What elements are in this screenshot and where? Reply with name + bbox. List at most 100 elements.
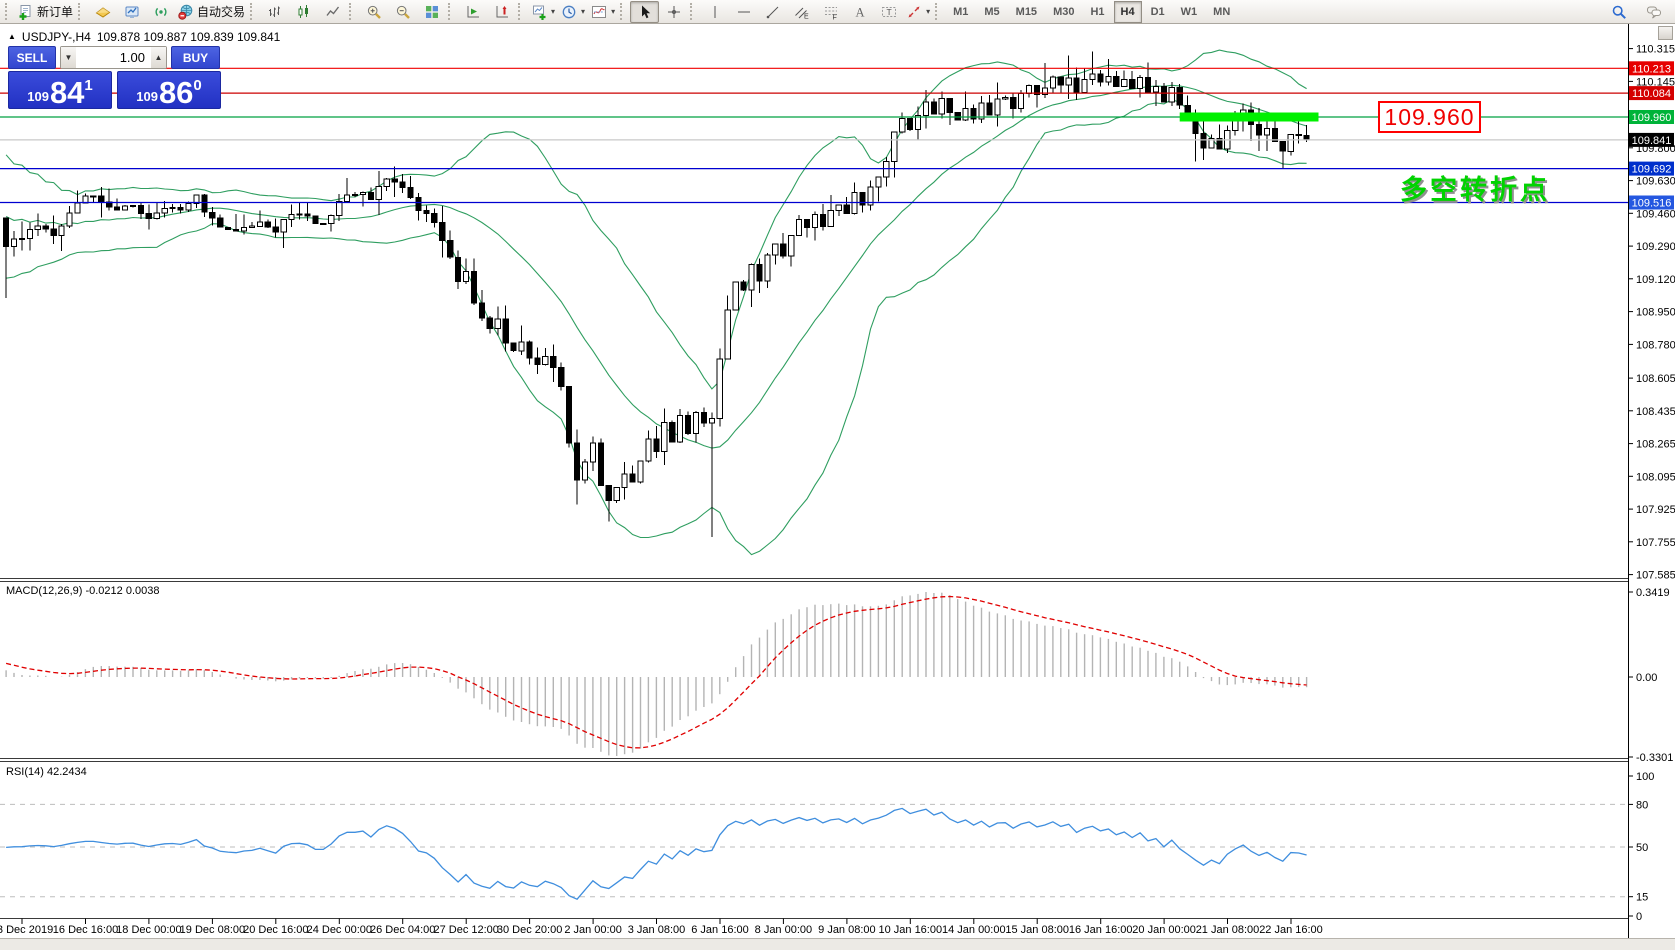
toolbar-search-button[interactable] bbox=[1604, 1, 1633, 23]
toolbar-bar-chart-button[interactable] bbox=[260, 1, 289, 23]
dropdown-arrow-icon[interactable]: ▾ bbox=[926, 7, 931, 16]
svg-text:0.3419: 0.3419 bbox=[1636, 587, 1670, 599]
svg-text:107.585: 107.585 bbox=[1636, 570, 1675, 582]
new-chart-icon bbox=[531, 4, 547, 20]
svg-text:A: A bbox=[855, 5, 864, 19]
sell-price-small: 109 bbox=[27, 89, 49, 104]
collapse-triangle-icon[interactable]: ▲ bbox=[8, 31, 16, 41]
svg-text:6 Jan 16:00: 6 Jan 16:00 bbox=[691, 924, 749, 936]
volume-input[interactable] bbox=[76, 47, 151, 68]
toolbar-horizontal-line-button[interactable] bbox=[729, 1, 758, 23]
svg-text:21 Jan 08:00: 21 Jan 08:00 bbox=[1196, 924, 1260, 936]
toolbar-indicators-button[interactable]: ▾ bbox=[588, 1, 618, 23]
text-icon: A bbox=[852, 4, 868, 20]
line-chart-icon bbox=[325, 4, 341, 20]
toolbar-chart-shift-button[interactable] bbox=[487, 1, 516, 23]
label-icon: T bbox=[881, 4, 897, 20]
dropdown-arrow-icon[interactable]: ▾ bbox=[581, 7, 586, 16]
svg-text:109.692: 109.692 bbox=[1632, 164, 1672, 176]
svg-text:110.084: 110.084 bbox=[1632, 88, 1671, 100]
timeframe-m30-button[interactable]: M30 bbox=[1053, 5, 1075, 18]
zoom-out-icon bbox=[395, 4, 411, 20]
sell-button[interactable]: SELL bbox=[8, 46, 56, 69]
svg-text:30 Dec 20:00: 30 Dec 20:00 bbox=[497, 924, 562, 936]
timeframe-m5-button[interactable]: M5 bbox=[984, 5, 1000, 18]
svg-text:20 Jan 00:00: 20 Jan 00:00 bbox=[1132, 924, 1196, 936]
toolbar-new-order-button[interactable]: 新订单 bbox=[15, 1, 76, 23]
timeframe-w1-button[interactable]: W1 bbox=[1180, 5, 1198, 18]
toolbar-autotrading-button[interactable]: 自动交易 bbox=[175, 1, 248, 23]
svg-text:16 Dec 16:00: 16 Dec 16:00 bbox=[53, 924, 118, 936]
macd-histogram bbox=[5, 592, 1308, 756]
zoom-in-icon bbox=[366, 4, 382, 20]
toolbar-trendline-button[interactable] bbox=[758, 1, 787, 23]
svg-text:27 Dec 12:00: 27 Dec 12:00 bbox=[433, 924, 498, 936]
toolbar-group-grip bbox=[5, 3, 11, 20]
toolbar-autotrading-label: 自动交易 bbox=[197, 5, 246, 19]
toolbar-equidistant-channel-button[interactable]: E bbox=[787, 1, 816, 23]
volume-increase-button[interactable]: ▲ bbox=[151, 47, 166, 68]
one-click-trade-panel: SELL ▼ ▲ BUY 109 84 1 109 86 0 bbox=[8, 46, 221, 109]
toolbar-profiles-button[interactable]: ▾ bbox=[558, 1, 588, 23]
toolbar-text-label-button[interactable]: T bbox=[874, 1, 903, 23]
bar-chart-icon bbox=[267, 4, 283, 20]
toolbar-metaeditor-button[interactable] bbox=[88, 1, 117, 23]
toolbar-fibonacci-button[interactable]: F bbox=[816, 1, 845, 23]
toolbar-terminal-button[interactable] bbox=[117, 1, 146, 23]
macd-axis: 0.3419 0.00 -0.3301 bbox=[1628, 587, 1673, 764]
toolbar-cursor-button[interactable] bbox=[630, 0, 660, 23]
toolbar-utility-group bbox=[1604, 1, 1672, 23]
rsi-line bbox=[6, 807, 1307, 900]
toolbar-chat-button[interactable] bbox=[1639, 1, 1668, 23]
timeframe-h1-button[interactable]: H1 bbox=[1090, 5, 1105, 18]
svg-text:10 Jan 16:00: 10 Jan 16:00 bbox=[878, 924, 942, 936]
svg-text:T: T bbox=[886, 7, 891, 17]
toolbar-tile-windows-button[interactable] bbox=[417, 1, 446, 23]
timeframe-h4-button[interactable]: H4 bbox=[1113, 0, 1142, 23]
svg-text:8 Jan 00:00: 8 Jan 00:00 bbox=[755, 924, 813, 936]
arrows-icon bbox=[906, 4, 922, 20]
timeframe-m15-button[interactable]: M15 bbox=[1015, 5, 1038, 18]
channel-icon: E bbox=[794, 4, 810, 20]
toolbar-signals-button[interactable] bbox=[146, 1, 175, 23]
toolbar-zoom-out-button[interactable] bbox=[388, 1, 417, 23]
svg-text:3 Jan 08:00: 3 Jan 08:00 bbox=[628, 924, 686, 936]
dropdown-arrow-icon[interactable]: ▾ bbox=[551, 7, 556, 16]
buy-button[interactable]: BUY bbox=[171, 46, 220, 69]
price-level-annotation[interactable]: 109.960 bbox=[1378, 101, 1481, 133]
volume-decrease-button[interactable]: ▼ bbox=[61, 47, 76, 68]
toolbar-group-grip bbox=[448, 3, 454, 20]
svg-text:109.841: 109.841 bbox=[1632, 135, 1672, 147]
toolbar-crosshair-button[interactable] bbox=[659, 1, 688, 23]
svg-text:E: E bbox=[804, 13, 809, 20]
toolbar-group-grip bbox=[690, 3, 696, 20]
sell-price-display[interactable]: 109 84 1 bbox=[8, 71, 112, 109]
timeframe-d1-button[interactable]: D1 bbox=[1150, 5, 1165, 18]
svg-text:0: 0 bbox=[1636, 911, 1642, 923]
buy-price-display[interactable]: 109 86 0 bbox=[117, 71, 221, 109]
timeframe-mn-button[interactable]: MN bbox=[1213, 5, 1231, 18]
toolbar-zoom-in-button[interactable] bbox=[359, 1, 388, 23]
turning-point-annotation[interactable]: 多空转折点 bbox=[1400, 175, 1550, 205]
svg-text:107.755: 107.755 bbox=[1636, 537, 1675, 549]
dropdown-arrow-icon[interactable]: ▾ bbox=[611, 7, 616, 16]
toolbar-auto-scroll-button[interactable] bbox=[458, 1, 487, 23]
svg-text:80: 80 bbox=[1636, 799, 1648, 811]
chart-shift-icon bbox=[494, 4, 510, 20]
toolbar-group-grip bbox=[935, 3, 941, 20]
rsi-indicator-label: RSI(14) 42.2434 bbox=[6, 766, 87, 778]
svg-text:108.265: 108.265 bbox=[1636, 439, 1675, 451]
toolbar-new-chart-button[interactable]: ▾ bbox=[528, 1, 558, 23]
svg-text:19 Dec 08:00: 19 Dec 08:00 bbox=[180, 924, 245, 936]
svg-text:20 Dec 16:00: 20 Dec 16:00 bbox=[243, 924, 308, 936]
toolbar-arrow-objects-button[interactable]: ▾ bbox=[903, 1, 933, 23]
toolbar-text-button[interactable]: A bbox=[845, 1, 874, 23]
toolbar-vertical-line-button[interactable] bbox=[700, 1, 729, 23]
svg-text:13 Dec 2019: 13 Dec 2019 bbox=[0, 924, 53, 936]
toolbar-candle-chart-button[interactable] bbox=[289, 1, 318, 23]
chart-scroll-corner[interactable] bbox=[1658, 26, 1673, 40]
timeframe-m1-button[interactable]: M1 bbox=[953, 5, 969, 18]
toolbar-line-chart-button[interactable] bbox=[318, 1, 347, 23]
svg-text:F: F bbox=[832, 14, 836, 20]
